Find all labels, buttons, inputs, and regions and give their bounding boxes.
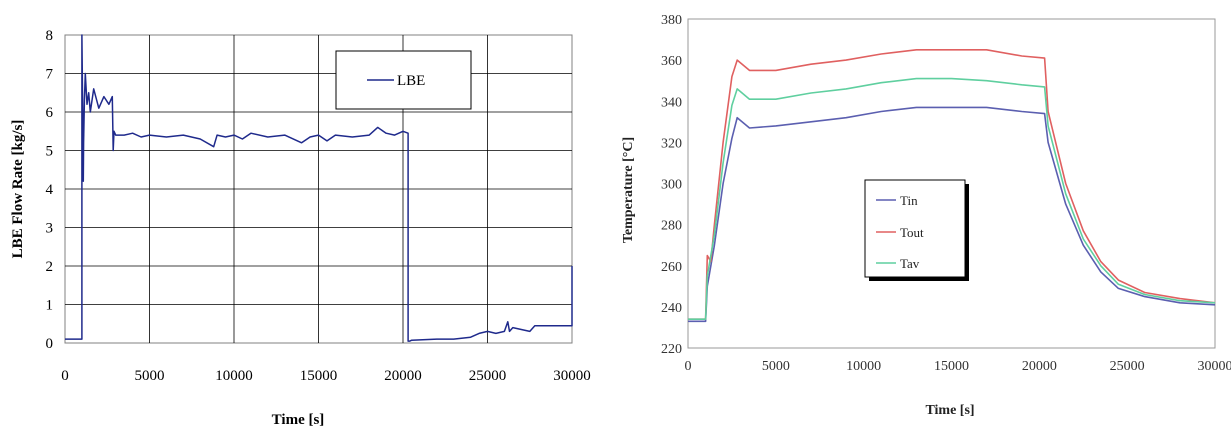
y-tick-label: 340: [661, 95, 682, 110]
x-tick-label: 25000: [1110, 359, 1145, 374]
x-axis-label: Time [s]: [272, 412, 325, 428]
y-tick-label: 240: [661, 301, 682, 316]
x-tick-label: 0: [685, 359, 692, 374]
y-tick-label: 380: [661, 13, 682, 28]
series-lines: [65, 34, 573, 342]
series-lines: [688, 48, 1216, 323]
y-tick-label: 1: [46, 298, 54, 314]
legend-label-tav: Tav: [900, 256, 920, 271]
legend-label-tin: Tin: [900, 193, 918, 208]
series-line-tout: [688, 48, 1216, 321]
x-tick-label: 20000: [1022, 359, 1057, 374]
x-axis-label: Time [s]: [925, 403, 974, 418]
legend: LBE: [335, 50, 472, 110]
x-tick-label: 5000: [135, 368, 165, 384]
x-tick-label: 25000: [469, 368, 507, 384]
y-tick-label: 300: [661, 178, 682, 193]
x-tick-label: 20000: [384, 368, 422, 384]
y-tick-label: 260: [661, 260, 682, 275]
x-tick-label: 10000: [215, 368, 253, 384]
y-tick-label: 8: [46, 28, 54, 44]
y-axis-label: Temperature [°C]: [621, 137, 636, 243]
y-tick-label: 360: [661, 54, 682, 69]
y-tick-label: 320: [661, 136, 682, 151]
x-tick-label: 15000: [300, 368, 338, 384]
y-axis-label: LBE Flow Rate [kg/s]: [10, 120, 26, 259]
y-tick-label: 6: [46, 105, 54, 121]
x-tick-label: 30000: [1198, 359, 1231, 374]
grid-lines: [65, 35, 572, 343]
y-tick-label: 7: [46, 67, 54, 83]
legend: Tin Tout Tav: [864, 179, 969, 281]
tick-labels: 220 240 260 280 300 320 340 360 380 0 5000 10000 150…: [661, 13, 1231, 374]
x-tick-label: 10000: [846, 359, 881, 374]
series-line-tin: [688, 106, 1216, 323]
y-tick-label: 0: [46, 336, 54, 352]
series-line-tav: [688, 77, 1216, 321]
y-tick-label: 4: [46, 182, 54, 198]
legend-label-tout: Tout: [900, 225, 924, 240]
x-tick-label: 30000: [553, 368, 591, 384]
series-line-lbe: [65, 34, 573, 342]
y-tick-label: 280: [661, 219, 682, 234]
y-tick-label: 220: [661, 342, 682, 357]
legend-box: [864, 179, 966, 278]
y-tick-label: 2: [46, 259, 54, 275]
x-tick-label: 5000: [762, 359, 790, 374]
legend-box: [335, 50, 472, 110]
tick-labels: 0 1 2 3 4 5 6 7 8 0 5000 10000 15000 20000 25000 30000: [46, 28, 591, 384]
y-tick-label: 5: [46, 144, 54, 160]
x-tick-label: 15000: [934, 359, 969, 374]
y-tick-label: 3: [46, 221, 54, 237]
x-tick-label: 0: [61, 368, 69, 384]
legend-label-lbe: LBE: [397, 73, 425, 89]
